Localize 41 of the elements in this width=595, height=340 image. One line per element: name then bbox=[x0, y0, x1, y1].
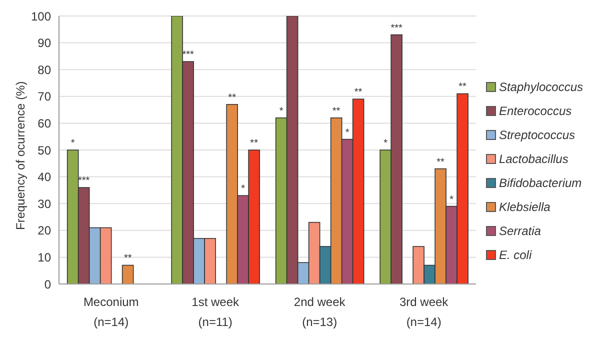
legend-label: Lactobacillus bbox=[498, 152, 570, 166]
data-label: ** bbox=[436, 156, 445, 168]
y-tick-label: 90 bbox=[38, 36, 52, 50]
y-tick-label: 50 bbox=[38, 143, 52, 158]
data-label: *** bbox=[390, 22, 402, 34]
data-label: *** bbox=[182, 50, 194, 61]
data-label: ** bbox=[458, 82, 467, 93]
y-tick-label: 0 bbox=[44, 277, 52, 292]
data-label: ** bbox=[332, 106, 340, 117]
data-label: ** bbox=[354, 87, 362, 98]
data-label: * bbox=[345, 127, 350, 138]
x-tick-label: Meconium (n=14) bbox=[83, 295, 139, 329]
y-tick-label: 20 bbox=[38, 224, 52, 238]
legend-label: Bifidobacterium bbox=[498, 176, 583, 190]
y-tick-label: 80 bbox=[38, 62, 52, 77]
legend-label: Enterococcus bbox=[498, 104, 573, 118]
y-tick-label: 100 bbox=[30, 9, 52, 24]
bar bbox=[122, 264, 134, 284]
y-tick-label: 10 bbox=[38, 250, 52, 264]
data-label: ** bbox=[250, 138, 258, 149]
legend-label: Serratia bbox=[498, 224, 542, 238]
data-label: * bbox=[450, 194, 454, 206]
legend-label: Klebsiella bbox=[498, 200, 552, 214]
legend-label: Staphylococcus bbox=[498, 80, 583, 94]
y-axis-title: Frequency of ocurrence (%) bbox=[13, 81, 28, 230]
data-label: *** bbox=[78, 176, 90, 187]
data-label: ** bbox=[124, 253, 132, 264]
y-tick-label: 60 bbox=[38, 116, 52, 130]
legend-label: E. coli bbox=[498, 248, 533, 262]
data-label: * bbox=[241, 184, 246, 195]
x-tick-label: 1st week (n=11) bbox=[192, 295, 240, 329]
data-label: * bbox=[384, 138, 388, 149]
data-label: * bbox=[279, 106, 284, 117]
data-label: ** bbox=[228, 92, 236, 104]
data-label: * bbox=[70, 138, 75, 149]
y-tick-label: 40 bbox=[38, 170, 52, 184]
x-tick-label: 2nd week (n=13) bbox=[294, 295, 346, 329]
y-tick-label: 70 bbox=[38, 90, 52, 104]
y-tick-label: 30 bbox=[38, 196, 52, 211]
legend-label: Streptococcus bbox=[498, 128, 576, 142]
x-tick-label: 3rd week (n=14) bbox=[399, 295, 450, 329]
